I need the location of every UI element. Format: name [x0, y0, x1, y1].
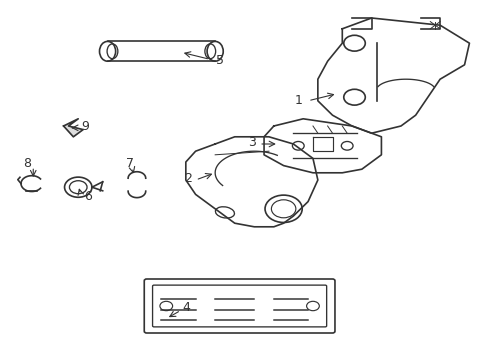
Text: 3: 3: [247, 136, 255, 149]
Text: 9: 9: [81, 120, 89, 133]
Text: 4: 4: [182, 301, 189, 314]
Text: 6: 6: [84, 190, 92, 203]
Text: 7: 7: [125, 157, 133, 170]
Text: 2: 2: [184, 172, 192, 185]
Text: 5: 5: [216, 54, 224, 67]
Text: 8: 8: [23, 157, 31, 170]
Polygon shape: [63, 119, 83, 137]
Text: 1: 1: [294, 94, 302, 107]
